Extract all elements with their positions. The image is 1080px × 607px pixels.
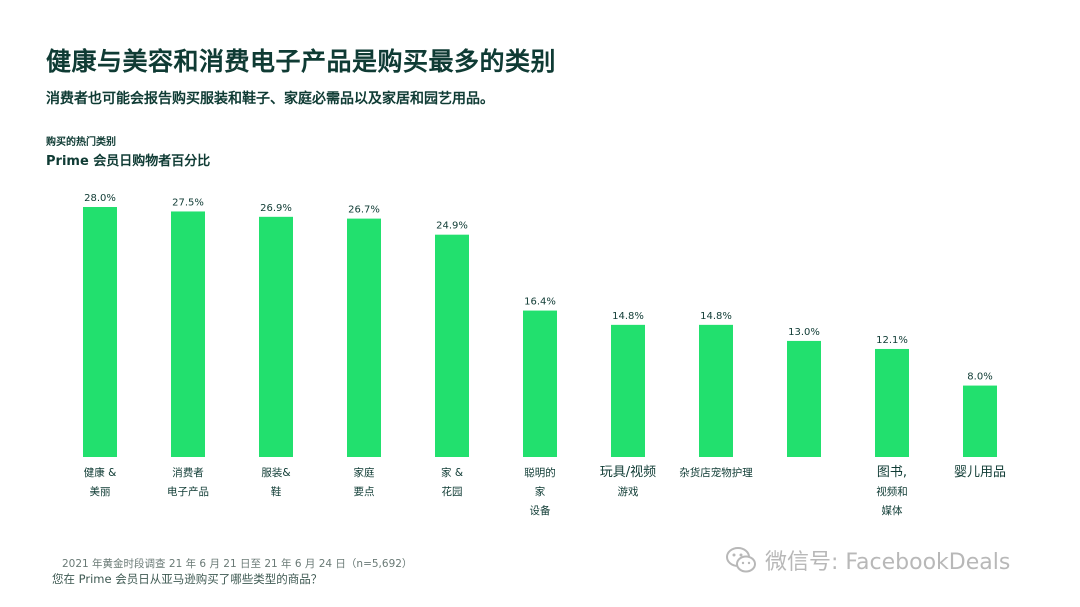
value-label-2: 26.9% [260,203,292,214]
watermark: 微信号: FacebookDeals [725,544,1010,576]
chart-kicker: 购买的热门类别 [46,137,116,148]
category-label-1-1: 电子产品 [167,485,209,498]
bar-3 [347,218,381,457]
category-label-3-0: 家庭 [354,466,375,479]
category-label-9-1: 视频和 [876,485,908,498]
value-label-3: 26.7% [348,205,380,216]
value-label-1: 27.5% [172,197,204,208]
bar-8 [787,340,821,457]
category-label-0-1: 美丽 [90,485,111,498]
category-label-2-1: 鞋 [271,485,282,498]
value-label-0: 28.0% [84,193,116,204]
page-subtitle: 消费者也可能会报告购买服装和鞋子、家庭必需品以及家居和园艺用品。 [46,91,494,107]
category-label-5-0: 聪明的 [524,466,556,479]
value-label-4: 24.9% [436,221,468,232]
category-label-9-2: 媒体 [882,504,903,517]
category-label-2-0: 服装& [261,466,290,479]
value-label-5: 16.4% [524,297,556,308]
category-label-10-0: 婴儿用品 [954,465,1006,480]
bar-4 [435,234,469,457]
bar-5 [523,310,557,457]
watermark-text: 微信号: FacebookDeals [765,550,1011,575]
bar-10 [963,385,997,457]
category-label-9-0: 图书, [877,465,907,480]
category-label-5-1: 家 [535,485,546,498]
value-label-6: 14.8% [612,311,644,322]
bar-9 [875,348,909,457]
value-label-10: 8.0% [967,372,992,383]
category-label-6-1: 游戏 [618,485,639,498]
bar-7 [699,324,733,457]
category-label-3-1: 要点 [354,486,375,498]
value-label-9: 12.1% [876,335,908,346]
bar-1 [171,211,205,457]
survey-question: 您在 Prime 会员日从亚马逊购买了哪些类型的商品？ [52,572,323,586]
category-label-6-0: 玩具/视频 [600,465,656,480]
category-label-4-1: 花园 [442,485,463,498]
bar-2 [259,216,293,457]
category-label-0-0: 健康 & [84,466,117,479]
value-label-7: 14.8% [700,311,732,322]
survey-footnote: 2021 年黄金时段调查 21 年 6 月 21 日至 21 年 6 月 24 … [62,558,413,570]
value-label-8: 13.0% [788,327,820,338]
category-label-7-0: 杂货店宠物护理 [679,466,753,479]
category-label-1-0: 消费者 [172,466,204,479]
wechat-icon [726,547,756,573]
bar-0 [83,207,117,457]
page-title: 健康与美容和消费电子产品是购买最多的类别 [46,47,557,76]
chart-subkicker: Prime 会员日购物者百分比 [46,154,211,169]
bar-6 [611,324,645,457]
category-label-5-2: 设备 [530,504,551,517]
category-label-4-0: 家 & [441,466,463,479]
